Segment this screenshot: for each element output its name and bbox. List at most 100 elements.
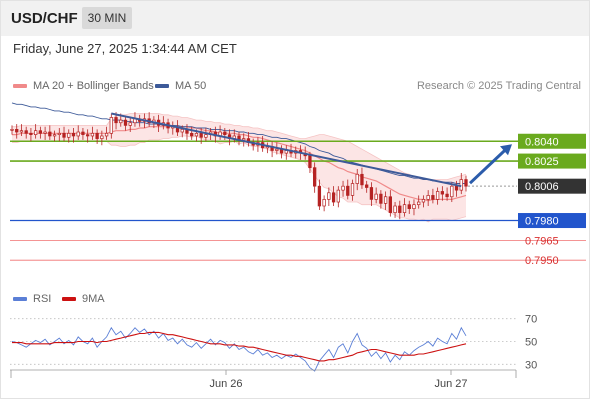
rsi-tick-70: 70 — [525, 314, 537, 326]
candle-body-79 — [383, 196, 388, 204]
candle-body-64 — [313, 167, 317, 187]
ma20-legend-label: MA 20 + Bollinger Bands — [33, 80, 154, 92]
candle-body-68 — [331, 192, 336, 203]
candle-body-83 — [402, 204, 407, 213]
candle-body-71 — [346, 185, 350, 196]
timestamp: Friday, June 27, 2025 1:34:44 AM CET — [13, 41, 237, 56]
ma20-legend-swatch — [13, 84, 27, 88]
rsi-line — [11, 326, 467, 372]
rsi-tick-50: 50 — [525, 337, 537, 349]
candle-body-18 — [95, 132, 99, 139]
rsi-tick-30: 30 — [525, 359, 537, 371]
candle-body-2 — [19, 130, 24, 133]
candle-body-66 — [322, 199, 326, 207]
candle-body-13 — [71, 132, 76, 137]
price-label-0.7950: 0.7950 — [525, 255, 559, 267]
rsi-ma9-line — [12, 331, 467, 362]
candle-body-12 — [67, 132, 71, 138]
candle-body-23 — [119, 119, 123, 124]
x-tick-label-0: Jun 26 — [209, 378, 242, 390]
bollinger-band-fill — [12, 113, 466, 222]
candle-body-38 — [190, 132, 194, 137]
candle-body-5 — [33, 130, 38, 135]
timeframe-button[interactable]: 30 MIN — [82, 7, 132, 29]
price-label-0.8040: 0.8040 — [525, 136, 559, 148]
candle-body-95 — [459, 179, 463, 191]
symbol-title: USD/CHF — [11, 10, 78, 27]
candle-body-72 — [350, 183, 355, 196]
candle-body-94 — [454, 185, 459, 191]
candle-body-84 — [407, 204, 411, 209]
candle-body-25 — [128, 122, 132, 126]
candle-body-69 — [336, 189, 340, 203]
ma9-legend-swatch — [62, 297, 76, 301]
forecast-arrow-shaft — [468, 148, 508, 185]
candle-body-80 — [388, 196, 392, 213]
candle-body-96 — [464, 179, 468, 187]
candle-body-8 — [48, 131, 52, 137]
candle-body-67 — [327, 192, 331, 200]
trendline — [111, 112, 462, 188]
candle-body-4 — [29, 132, 33, 135]
price-label-0.7980: 0.7980 — [525, 216, 559, 228]
candle-body-75 — [365, 184, 369, 188]
candle-body-22 — [114, 117, 118, 124]
candle-body-56 — [275, 148, 279, 151]
candle-body-10 — [57, 132, 61, 135]
candle-body-0 — [10, 129, 14, 131]
candle-body-63 — [308, 155, 312, 169]
candle-body-39 — [194, 132, 199, 137]
candle-body-3 — [24, 130, 28, 134]
candle-body-78 — [379, 193, 383, 204]
candle-body-85 — [412, 204, 416, 209]
candle-body-11 — [62, 132, 66, 138]
candle-body-49 — [242, 138, 246, 141]
rsi-legend-label: RSI — [33, 293, 52, 305]
candle-body-76 — [369, 187, 374, 200]
candle-body-81 — [393, 205, 397, 213]
candle-body-93 — [450, 185, 454, 198]
candle-body-45 — [223, 131, 227, 135]
header-bar: USD/CHF 30 MIN — [0, 0, 590, 36]
price-label-0.8025: 0.8025 — [525, 156, 559, 168]
candle-body-74 — [360, 173, 364, 186]
candle-body-7 — [43, 131, 47, 134]
candle-body-36 — [180, 129, 184, 133]
ma9-legend-label: 9MA — [82, 293, 105, 305]
price-box-0.8006 — [518, 178, 586, 194]
candle-body-1 — [15, 129, 19, 133]
forecast-arrow-head — [500, 144, 512, 156]
candle-body-15 — [81, 131, 85, 135]
candle-body-21 — [109, 117, 113, 134]
candle-body-73 — [355, 173, 359, 184]
candle-body-9 — [52, 134, 57, 137]
candle-body-19 — [100, 135, 104, 139]
rsi-legend-swatch — [13, 297, 27, 301]
candle-body-82 — [398, 205, 402, 213]
candle-body-41 — [204, 134, 208, 138]
bollinger-upper-line — [12, 113, 467, 181]
x-tick-label-1: Jun 27 — [434, 378, 467, 390]
candle-body-16 — [86, 134, 90, 137]
candle-body-90 — [435, 191, 440, 200]
candle-body-17 — [90, 132, 95, 137]
candle-body-89 — [431, 195, 435, 200]
ma50-legend-label: MA 50 — [175, 80, 207, 92]
candle-body-20 — [104, 132, 109, 137]
candle-body-91 — [440, 191, 445, 195]
price-label-0.8006: 0.8006 — [525, 181, 559, 193]
price-box-0.8025 — [518, 153, 586, 169]
candle-body-77 — [374, 193, 378, 200]
candle-body-6 — [38, 130, 43, 134]
candle-body-86 — [417, 201, 421, 206]
candle-body-92 — [445, 193, 449, 198]
ma50-legend-swatch — [155, 84, 169, 88]
candle-body-65 — [317, 185, 322, 207]
candle-body-14 — [76, 131, 80, 137]
candle-body-87 — [421, 199, 426, 203]
price-box-0.7980 — [518, 213, 586, 229]
candle-body-24 — [123, 119, 128, 126]
